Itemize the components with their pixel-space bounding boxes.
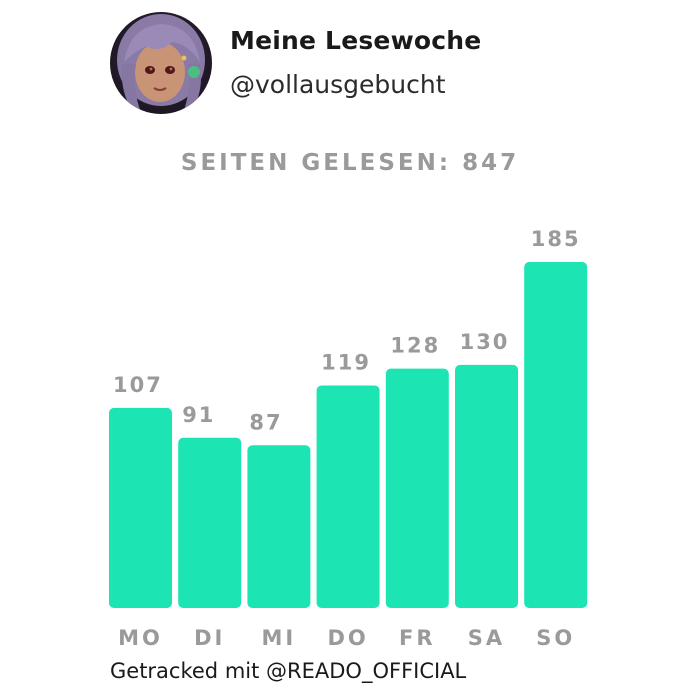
bar-do	[316, 385, 380, 608]
bar-mi	[247, 445, 311, 608]
bar-fr	[385, 368, 449, 608]
avatar-image	[110, 12, 212, 114]
day-label-di: DI	[194, 626, 225, 650]
profile-name: Meine Lesewoche	[230, 26, 482, 55]
day-label-mi: MI	[262, 626, 297, 650]
value-label-di: 91	[182, 403, 215, 427]
footer-prefix: Getracked mit	[110, 659, 260, 683]
day-label-mo: MO	[118, 626, 163, 650]
bar-di	[178, 437, 242, 608]
footer-brand: @READO_OFFICIAL	[266, 659, 467, 683]
bar-so	[524, 262, 588, 608]
value-label-mi: 87	[249, 410, 282, 434]
day-label-do: DO	[327, 626, 368, 650]
pages-read-total: 847	[462, 150, 520, 176]
value-label-mo: 107	[113, 373, 163, 397]
footer-credit: Getracked mit @READO_OFFICIAL	[110, 659, 466, 683]
pages-read-label: SEITEN GELESEN:	[180, 150, 452, 176]
pages-read-summary: SEITEN GELESEN: 847	[0, 150, 700, 176]
day-label-sa: SA	[468, 626, 505, 650]
value-label-fr: 128	[390, 334, 440, 358]
day-label-so: SO	[536, 626, 575, 650]
value-label-sa: 130	[460, 330, 510, 354]
bar-mo	[109, 407, 172, 608]
value-label-so: 185	[531, 227, 581, 251]
bar-sa	[455, 364, 518, 608]
profile-handle: @vollausgebucht	[230, 70, 446, 99]
day-label-fr: FR	[399, 626, 436, 650]
value-label-do: 119	[321, 350, 371, 374]
avatar	[110, 12, 212, 114]
